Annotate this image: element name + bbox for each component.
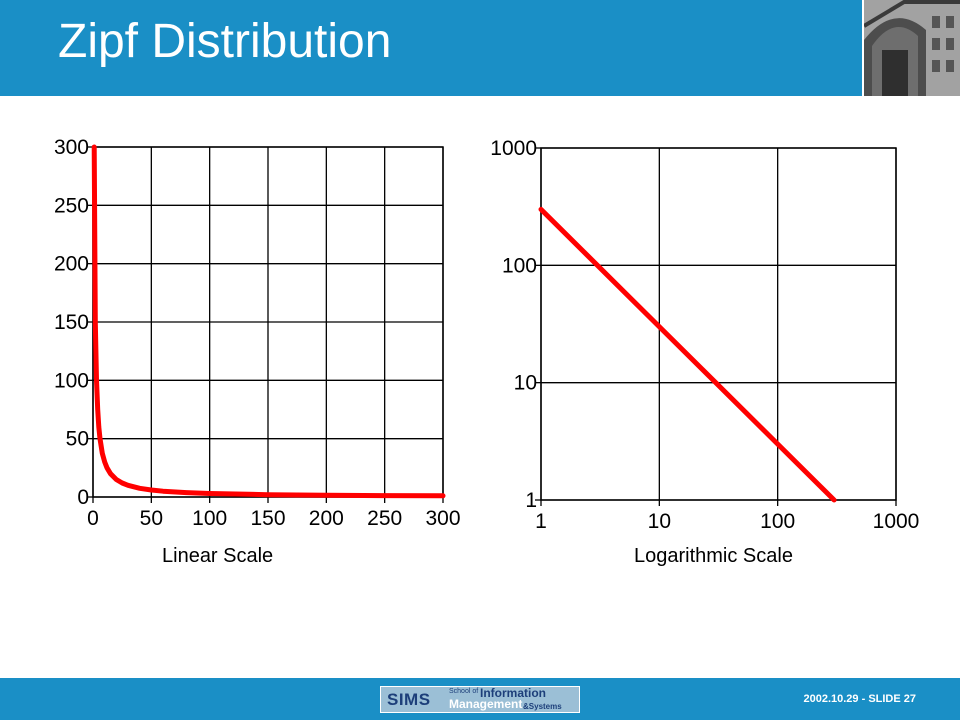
log-plot-frame: [540, 147, 897, 501]
linear-series-line: [91, 144, 446, 499]
linear-ytick-label: 150: [54, 311, 89, 334]
linear-ytick-label: 200: [54, 253, 89, 276]
linear-xtick-label: 300: [425, 507, 460, 530]
linear-xtick-label: 50: [140, 507, 163, 530]
log-ytick-label: 1: [525, 489, 537, 512]
slide-header: Zipf Distribution: [0, 0, 960, 96]
log-xtick-label: 1000: [873, 510, 920, 533]
sims-logo-school-of: School of: [449, 688, 479, 695]
log-xtick-label: 100: [760, 510, 795, 533]
slide-date: 2002.10.29: [803, 693, 859, 705]
sims-logo-systems: &Systems: [523, 702, 562, 711]
linear-ytick-label: 0: [77, 486, 89, 509]
log-xtick-label: 1: [535, 510, 547, 533]
log-scale-caption: Logarithmic Scale: [634, 545, 793, 567]
linear-xtick-label: 0: [87, 507, 99, 530]
log-scale-chart: 1 10 100 1000 1 10 100 1000: [490, 137, 919, 533]
sims-logo-management: Management: [449, 697, 523, 711]
linear-scale-chart: 0 50 100 150 200 250 300 0 50 100 150 200 250 300: [54, 136, 461, 530]
linear-xtick-label: 200: [309, 507, 344, 530]
building-photo: [862, 0, 960, 96]
log-ytick-label: 100: [502, 254, 537, 277]
slide-footer: SIMS School of Information Management &S…: [0, 678, 960, 720]
log-xtick-label: 10: [648, 510, 671, 533]
slide-number: SLIDE 27: [868, 693, 916, 705]
linear-ytick-label: 250: [54, 194, 89, 217]
building-photo-image: [864, 0, 960, 96]
sims-logo-information: Information: [480, 686, 546, 700]
linear-xtick-label: 250: [367, 507, 402, 530]
slide-info: 2002.10.29 - SLIDE 27: [803, 693, 916, 705]
log-ytick-label: 1000: [490, 137, 537, 160]
log-ytick-label: 10: [514, 372, 537, 395]
sims-logo-acronym: SIMS: [387, 690, 431, 709]
linear-ytick-label: 50: [66, 428, 89, 451]
slide-separator: -: [858, 693, 869, 705]
log-series-line: [538, 206, 837, 503]
linear-scale-caption: Linear Scale: [162, 545, 274, 567]
slide-title: Zipf Distribution: [58, 15, 392, 68]
sims-logo: SIMS School of Information Management &S…: [380, 686, 580, 713]
linear-xtick-label: 100: [192, 507, 227, 530]
linear-xtick-label: 150: [250, 507, 285, 530]
linear-ytick-label: 300: [54, 136, 89, 159]
linear-ytick-label: 100: [54, 369, 89, 392]
